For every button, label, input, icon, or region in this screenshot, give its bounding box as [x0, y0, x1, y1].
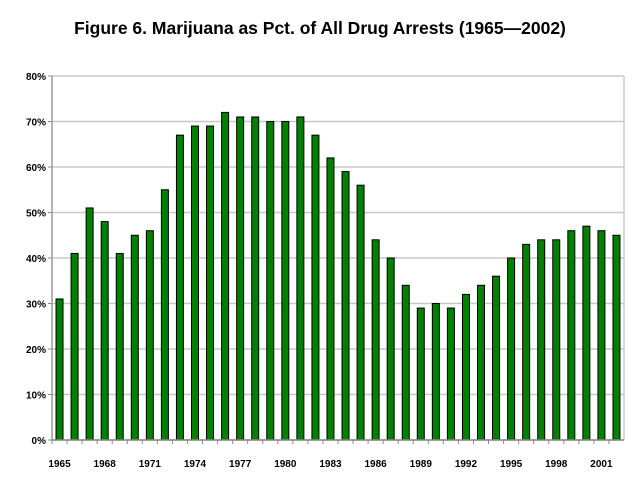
bar-1991 [446, 307, 455, 441]
bar-1982 [311, 134, 320, 441]
bar-1996 [522, 243, 531, 441]
bar-2000 [582, 225, 591, 441]
x-tick-label: 1965 [48, 459, 71, 470]
x-tick-label: 1968 [94, 459, 117, 470]
bar-1973 [175, 134, 184, 441]
bar-1998 [552, 239, 561, 441]
bar-1976 [221, 111, 230, 441]
bar-1997 [537, 239, 546, 441]
bar-1975 [206, 125, 215, 441]
bar-1994 [492, 275, 501, 441]
y-tick-label: 40% [26, 254, 46, 265]
bar-1987 [386, 257, 395, 441]
x-tick-label: 1986 [365, 459, 388, 470]
bar-1988 [401, 284, 410, 441]
bar-1986 [371, 239, 380, 441]
x-tick-label: 1980 [274, 459, 297, 470]
x-tick-label: 1992 [455, 459, 478, 470]
bar-1995 [507, 257, 516, 441]
x-tick-label: 1989 [410, 459, 433, 470]
bar-1969 [115, 252, 124, 441]
bar-1984 [341, 171, 350, 441]
bar-1999 [567, 230, 576, 441]
bar-1990 [431, 303, 440, 441]
y-tick-label: 10% [26, 391, 46, 402]
bar-1978 [251, 116, 260, 441]
bar-1967 [85, 207, 94, 441]
bar-1971 [145, 230, 154, 441]
bar-1993 [477, 284, 485, 441]
y-tick-label: 60% [26, 163, 46, 174]
bar-1974 [191, 125, 199, 441]
bar-1965 [55, 298, 64, 441]
y-tick-label: 30% [26, 300, 46, 311]
bar-1972 [160, 189, 169, 441]
bar-1977 [236, 116, 245, 441]
x-tick-label: 1977 [229, 459, 252, 470]
y-tick-label: 0% [32, 436, 47, 447]
bar-2002 [612, 234, 621, 441]
bar-1979 [266, 121, 275, 441]
x-tick-label: 1995 [500, 459, 523, 470]
bar-1989 [416, 307, 425, 441]
bar-1981 [296, 116, 305, 441]
bar-1966 [70, 252, 79, 441]
x-tick-label: 1998 [545, 459, 568, 470]
bar-1970 [130, 234, 139, 441]
bar-1983 [326, 157, 335, 441]
bar-1968 [100, 221, 109, 441]
y-tick-label: 80% [26, 72, 46, 83]
x-tick-label: 1971 [139, 459, 162, 470]
bar-1980 [281, 121, 290, 441]
chart-title: Figure 6. Marijuana as Pct. of All Drug … [74, 18, 566, 38]
y-tick-label: 70% [26, 118, 46, 129]
x-tick-label: 2001 [590, 459, 613, 470]
bar-1985 [356, 184, 365, 441]
bar-1992 [461, 293, 470, 441]
y-tick-label: 20% [26, 345, 46, 356]
bar-2001 [597, 230, 606, 441]
x-tick-label: 1974 [184, 459, 207, 470]
y-tick-label: 50% [26, 209, 46, 220]
x-tick-label: 1983 [319, 459, 342, 470]
